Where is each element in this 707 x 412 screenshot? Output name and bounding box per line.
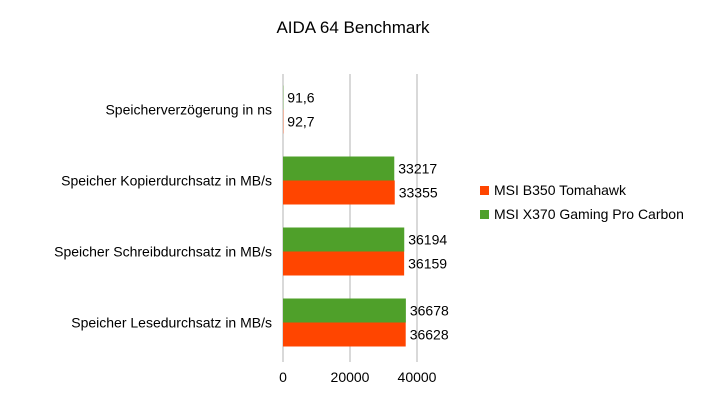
data-label: 91,6	[287, 90, 314, 106]
category-label: Speicher Schreibdurchsatz in MB/s	[54, 244, 272, 260]
bar	[283, 156, 395, 181]
legend-swatch	[480, 210, 489, 219]
bar	[283, 251, 405, 276]
x-tick-label: 20000	[331, 369, 370, 385]
category-label: Speicher Kopierdurchsatz in MB/s	[61, 173, 272, 189]
bar	[283, 298, 406, 323]
data-label: 36194	[408, 232, 447, 248]
plot-area: 0 20000 40000 Speicherverzögerung in ns 91,6…	[54, 74, 449, 385]
legend-swatch	[480, 186, 489, 195]
bar	[283, 180, 395, 205]
x-tick-label: 0	[279, 369, 287, 385]
data-label: 36678	[410, 303, 449, 319]
bar	[283, 227, 405, 252]
category-label: Speicherverzögerung in ns	[105, 102, 272, 118]
data-label: 92,7	[287, 114, 314, 130]
bar	[283, 322, 406, 347]
legend-label: MSI X370 Gaming Pro Carbon	[494, 206, 684, 222]
legend: MSI B350 Tomahawk MSI X370 Gaming Pro Car…	[480, 182, 684, 222]
data-label: 33355	[399, 185, 438, 201]
chart-title: AIDA 64 Benchmark	[276, 18, 430, 37]
category-label: Speicher Lesedurchsatz in MB/s	[71, 315, 272, 331]
data-label: 36159	[408, 256, 447, 272]
data-label: 36628	[410, 327, 449, 343]
legend-label: MSI B350 Tomahawk	[494, 182, 627, 198]
data-label: 33217	[398, 161, 437, 177]
x-tick-label: 40000	[398, 369, 437, 385]
